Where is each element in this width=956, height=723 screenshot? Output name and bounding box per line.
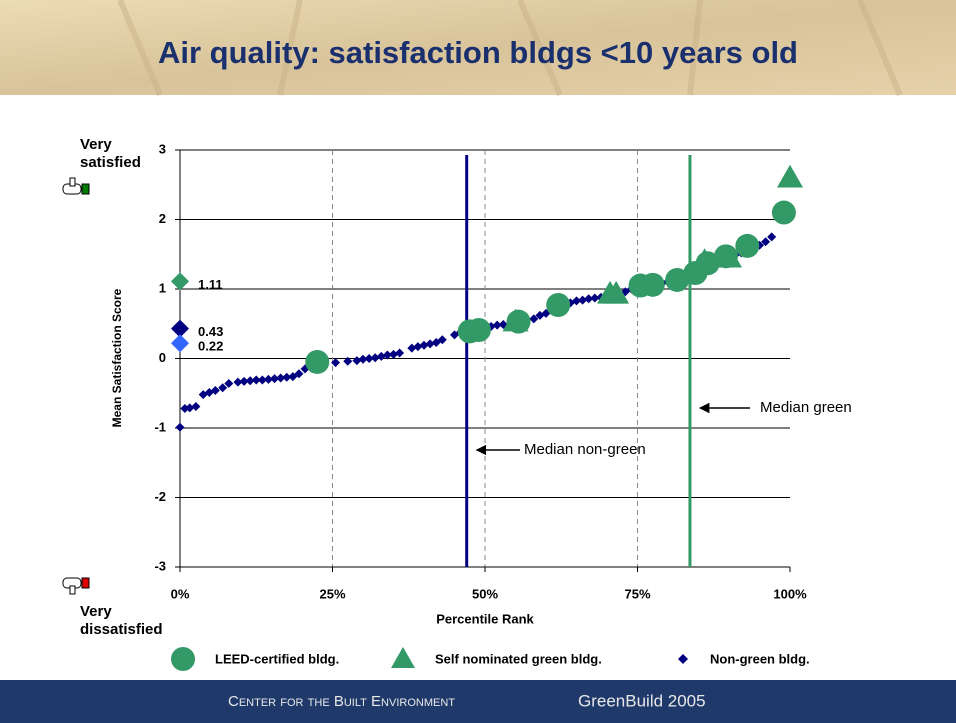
header-texture	[117, 0, 903, 97]
point-circle	[665, 267, 690, 292]
point-diamond	[352, 356, 362, 366]
x-tick-label: 25%	[319, 586, 345, 601]
y-tick-label: 0	[159, 350, 166, 365]
footer-band	[0, 680, 956, 723]
title: Air quality: satisfaction bldgs <10 year…	[158, 35, 798, 70]
point-diamond	[239, 376, 249, 386]
y-tick-label: -2	[154, 489, 166, 504]
point-triangle	[777, 164, 803, 188]
point-circle	[771, 200, 796, 225]
point-diamond	[251, 375, 261, 385]
point-diamond	[257, 375, 267, 385]
point-diamond	[245, 376, 255, 386]
point-diamond	[210, 385, 220, 395]
y-tick-label: -1	[154, 419, 166, 434]
point-diamond	[572, 296, 581, 306]
reference-label: 1.11	[198, 277, 223, 292]
reference-point	[171, 319, 189, 338]
legend-marker	[171, 647, 195, 671]
point-circle	[640, 272, 665, 297]
point-diamond	[761, 237, 771, 247]
point-diamond	[331, 358, 341, 368]
footer-event: GreenBuild 2005	[578, 691, 706, 710]
point-diamond	[376, 351, 386, 361]
x-tick-label: 50%	[472, 586, 498, 601]
point-diamond	[492, 320, 502, 330]
point-circle	[735, 233, 760, 258]
x-tick-label: 100%	[773, 586, 807, 601]
reference-label: 0.22	[198, 339, 223, 354]
reference-point	[171, 334, 189, 353]
point-diamond	[578, 295, 588, 305]
y-tick-label: -3	[154, 558, 166, 573]
scale-top: Very satisfied	[80, 136, 141, 171]
point-diamond	[224, 379, 234, 389]
point-diamond	[413, 342, 423, 352]
x-tick-label: 75%	[624, 586, 650, 601]
y-tick-label: 2	[159, 211, 166, 226]
point-diamond	[185, 403, 195, 413]
point-circle	[506, 309, 531, 334]
point-diamond	[529, 314, 539, 324]
point-diamond	[364, 354, 374, 363]
point-diamond	[358, 354, 368, 364]
point-circle	[695, 251, 720, 276]
point-diamond	[382, 350, 392, 360]
point-circle	[305, 349, 330, 374]
point-diamond	[282, 372, 292, 382]
reference-point	[171, 272, 189, 291]
footer-org: Center for the Built Environment	[228, 693, 455, 710]
annotation: Median green	[760, 399, 852, 416]
point-diamond	[425, 339, 435, 349]
point-circle	[466, 318, 491, 343]
header-band	[0, 0, 956, 95]
point-circle	[713, 244, 738, 269]
legend-marker	[391, 647, 415, 668]
point-circle	[546, 292, 571, 317]
point-triangle	[603, 280, 630, 304]
legend-label: Non-green bldg.	[710, 651, 810, 666]
point-diamond	[419, 340, 429, 350]
point-diamond	[343, 356, 353, 366]
y-axis-title: Mean Satisfaction Score	[110, 288, 124, 427]
thumb-up	[62, 177, 90, 195]
point-diamond	[437, 335, 447, 345]
annotation: Median non-green	[524, 441, 646, 458]
point-diamond	[395, 348, 405, 358]
point-diamond	[370, 353, 380, 363]
legend-label: LEED-certified bldg.	[215, 651, 339, 666]
point-diamond	[584, 294, 594, 304]
point-diamond	[218, 383, 228, 393]
reference-label: 0.43	[198, 324, 223, 339]
point-diamond	[294, 369, 304, 379]
point-diamond	[767, 232, 777, 242]
x-axis-title: Percentile Rank	[436, 611, 534, 626]
legend-marker	[678, 654, 688, 664]
point-diamond	[590, 293, 600, 303]
scale-bottom: Very dissatisfied	[80, 603, 163, 638]
legend-label: Self nominated green bldg.	[435, 651, 602, 666]
point-diamond	[233, 377, 243, 387]
x-tick-label: 0%	[171, 586, 190, 601]
point-diamond	[389, 349, 398, 359]
point-diamond	[407, 343, 417, 353]
y-tick-label: 3	[159, 141, 166, 156]
y-tick-label: 1	[159, 280, 166, 295]
point-diamond	[270, 374, 280, 384]
thumb-down	[62, 577, 90, 595]
point-diamond	[191, 401, 201, 411]
point-diamond	[276, 373, 286, 383]
point-diamond	[175, 422, 185, 432]
point-diamond	[263, 374, 273, 384]
